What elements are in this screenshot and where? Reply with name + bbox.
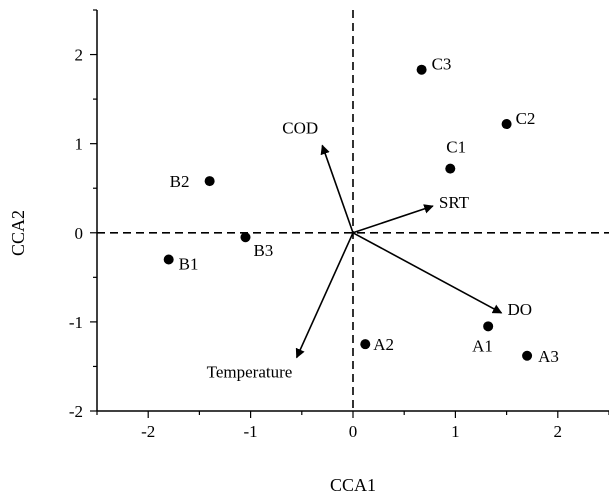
x-tick-label: -1 (244, 422, 258, 441)
vector-label: COD (282, 118, 318, 137)
sample-point (240, 232, 251, 243)
vector-arrow (295, 232, 354, 359)
vector-label: SRT (439, 193, 470, 212)
x-tick-label: -2 (141, 422, 155, 441)
sample-point (416, 64, 427, 75)
sample-label: C3 (432, 55, 452, 74)
vector-label: DO (507, 300, 532, 319)
vector-arrow (320, 144, 354, 234)
sample-label: C1 (446, 138, 466, 157)
vector-arrow (352, 204, 434, 234)
vector-arrow (352, 232, 503, 314)
vector-label: Temperature (207, 363, 293, 382)
sample-point (501, 119, 512, 130)
sample-label: A1 (472, 336, 493, 355)
sample-label: B1 (179, 255, 199, 274)
sample-label: B3 (253, 241, 273, 260)
sample-point (483, 321, 494, 332)
y-axis-title: CCA2 (8, 210, 28, 256)
x-tick-label: 0 (349, 422, 358, 441)
sample-label: A3 (538, 347, 559, 366)
y-tick-label: -2 (69, 402, 83, 421)
sample-label: C2 (516, 109, 536, 128)
sample-point (445, 163, 456, 174)
y-tick-label: 2 (75, 46, 84, 65)
sample-point (522, 350, 533, 361)
y-tick-label: 0 (75, 224, 84, 243)
sample-point (163, 254, 174, 265)
x-tick-label: 1 (451, 422, 460, 441)
sample-label: B2 (170, 172, 190, 191)
sample-point (204, 176, 215, 187)
sample-label: A2 (373, 335, 394, 354)
sample-point (360, 339, 371, 350)
x-tick-label: 2 (554, 422, 563, 441)
x-axis-title: CCA1 (330, 475, 376, 495)
y-tick-label: -1 (69, 313, 83, 332)
y-tick-label: 1 (75, 135, 84, 154)
